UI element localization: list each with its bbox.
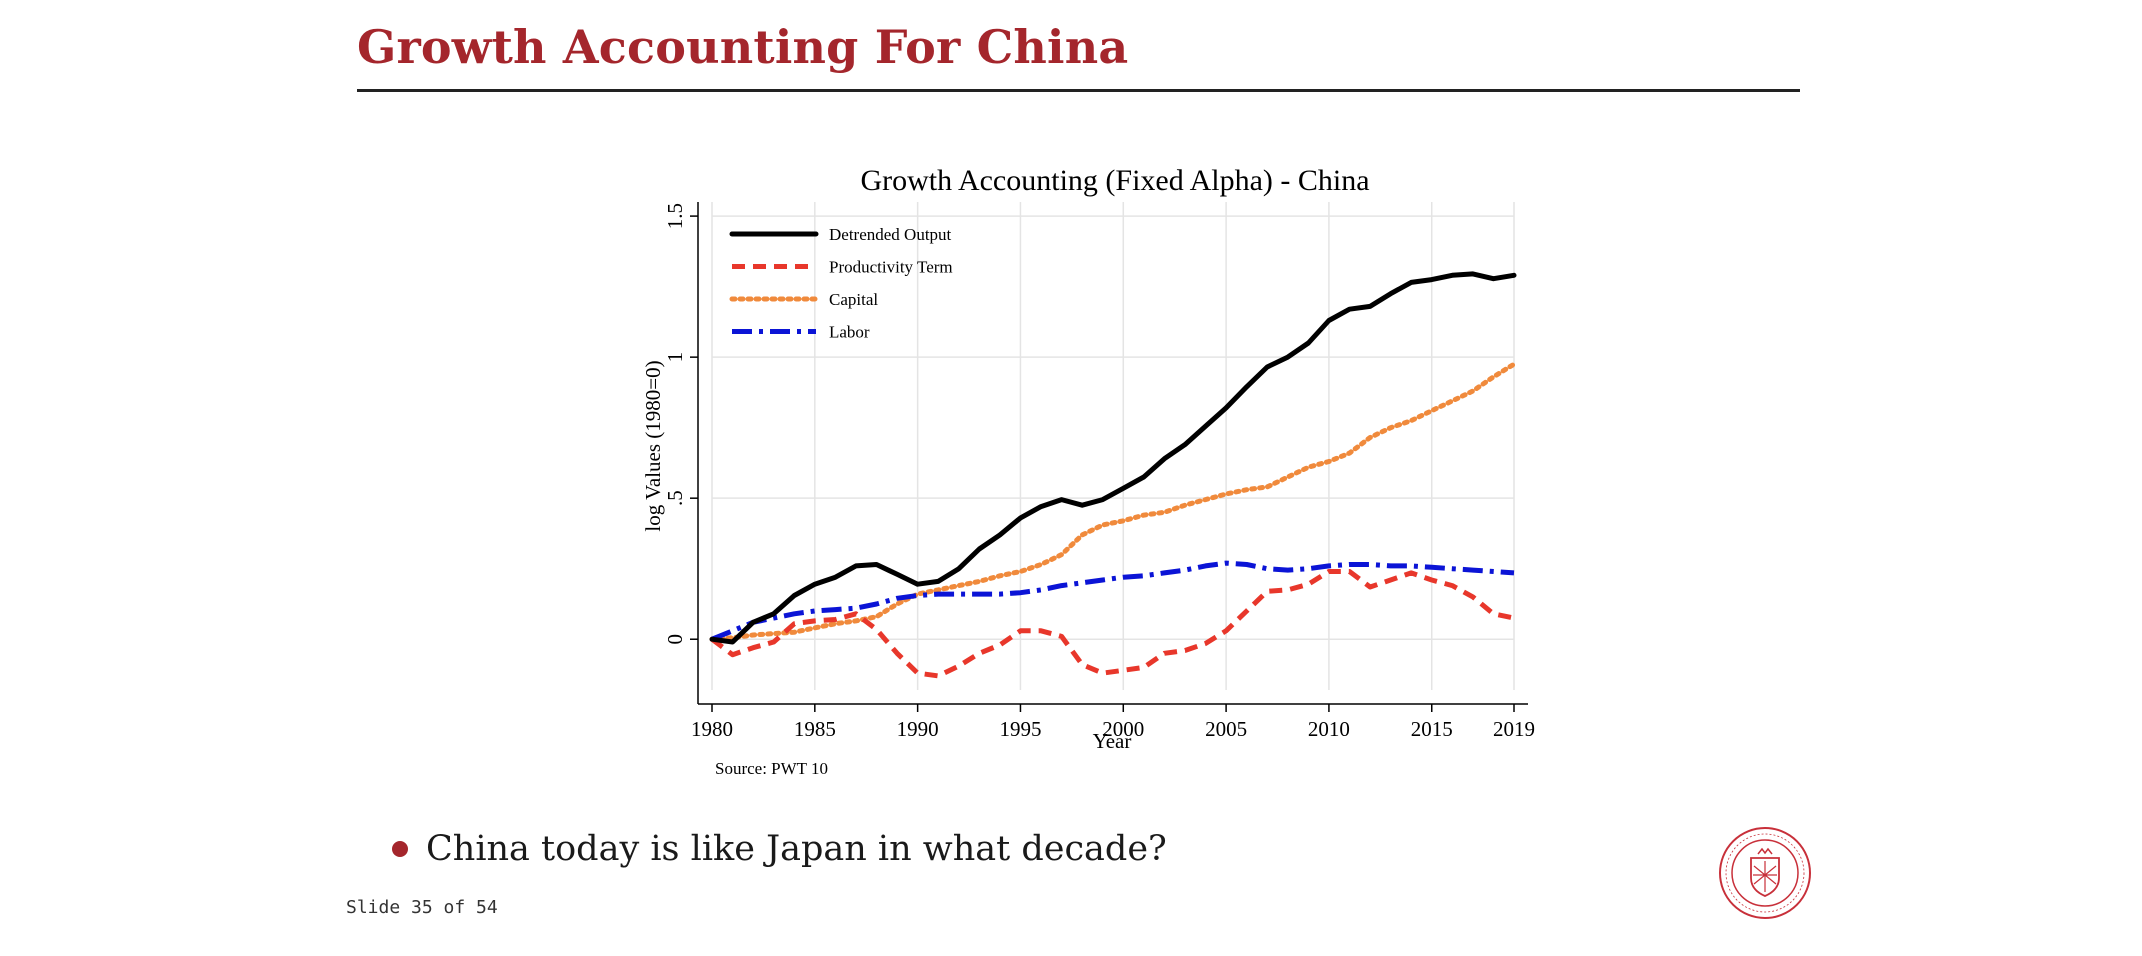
- chart-source: Source: PWT 10: [715, 759, 828, 778]
- carnegie-mellon-seal-icon: [1719, 827, 1811, 919]
- chart-series: [709, 271, 1517, 679]
- x-tick-label: 1980: [691, 717, 733, 741]
- series-line-capital: [709, 361, 1517, 642]
- x-tick-label: 2015: [1411, 717, 1453, 741]
- chart-axes: 1980 1985 1990 1995 2000 2005 2010 2015 2019 0 .5 1…: [663, 202, 1535, 741]
- bullet-dot-icon: [392, 841, 408, 857]
- chart-title: Growth Accounting (Fixed Alpha) - China: [860, 164, 1369, 197]
- growth-accounting-chart: 1980 1985 1990 1995 2000 2005 2010 2015 2019 0 .5 1…: [641, 164, 1535, 778]
- y-tick-label: 1: [663, 352, 687, 363]
- bullet-item: China today is like Japan in what decade…: [392, 829, 1167, 869]
- y-tick-label: 1.5: [663, 203, 687, 229]
- title-divider: [357, 89, 1800, 92]
- series-line-labor: [711, 560, 1515, 642]
- x-tick-label: 2010: [1308, 717, 1350, 741]
- x-tick-label: 1985: [794, 717, 836, 741]
- legend-label: Labor: [829, 323, 870, 342]
- x-tick-label: 2000: [1102, 717, 1144, 741]
- chart-legend: Detrended Output Productivity Term Capital…: [729, 225, 953, 342]
- slide-number: Slide 35 of 54: [346, 897, 498, 918]
- legend-label: Capital: [829, 290, 878, 309]
- x-tick-label: 2005: [1205, 717, 1247, 741]
- legend-label: Productivity Term: [829, 258, 953, 277]
- legend-label: Detrended Output: [829, 225, 952, 244]
- bullet-text: China today is like Japan in what decade…: [426, 829, 1167, 869]
- y-axis-label: log Values (1980=0): [641, 360, 665, 531]
- x-tick-label: 2019: [1493, 717, 1535, 741]
- slide-title: Growth Accounting For China: [357, 20, 1129, 74]
- y-tick-label: .5: [663, 490, 687, 506]
- series-line-detrended-output: [709, 271, 1517, 645]
- x-tick-label: 1995: [999, 717, 1041, 741]
- x-axis-label: Year: [1093, 729, 1132, 753]
- x-tick-label: 1990: [897, 717, 939, 741]
- y-tick-label: 0: [663, 634, 687, 645]
- series-line-productivity-term: [710, 569, 1515, 679]
- chart-grid: [711, 202, 1515, 690]
